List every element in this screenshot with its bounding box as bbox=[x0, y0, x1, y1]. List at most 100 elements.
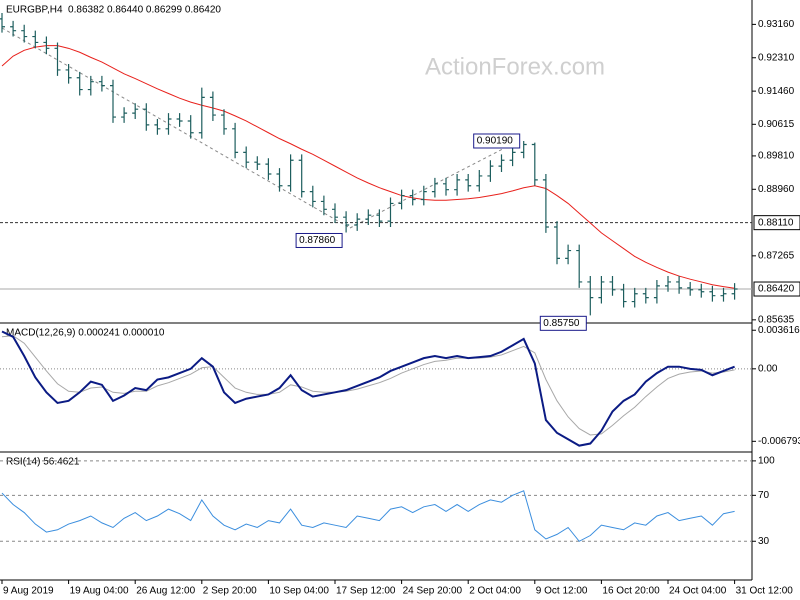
ohlc-bar bbox=[709, 285, 716, 302]
ohlc-bar bbox=[154, 119, 161, 135]
ohlc-bar bbox=[32, 30, 39, 49]
ohlc-bar bbox=[653, 279, 660, 304]
ohlc-bar bbox=[265, 158, 272, 180]
ohlc-bar bbox=[587, 276, 594, 316]
ohlc-bar bbox=[398, 189, 405, 210]
ohlc-bar bbox=[76, 71, 83, 96]
chart-title: EURGBP,H4 0.86382 0.86440 0.86299 0.8642… bbox=[6, 5, 221, 16]
ohlc-bar bbox=[165, 113, 172, 135]
ohlc-bar bbox=[221, 109, 227, 135]
ohlc-bar bbox=[642, 287, 649, 304]
y-tick-label: 0.00 bbox=[758, 363, 778, 374]
y-tick-label: 0.92310 bbox=[758, 52, 795, 63]
ohlc-bar bbox=[332, 203, 338, 224]
ohlc-bar bbox=[254, 156, 261, 171]
ohlc-bar bbox=[232, 122, 239, 159]
annotation-box bbox=[473, 133, 521, 149]
indicator-line bbox=[1, 330, 735, 447]
ohlc-bar bbox=[698, 283, 705, 298]
ohlc-bar bbox=[609, 276, 616, 296]
ohlc-bar bbox=[243, 146, 250, 169]
ohlc-bar bbox=[509, 146, 516, 167]
ohlc-bar bbox=[409, 189, 416, 206]
ohlc-bar bbox=[354, 213, 361, 231]
annotation-box bbox=[295, 232, 343, 248]
ohlc-bar bbox=[598, 276, 605, 304]
y-tick-label: 0.89810 bbox=[758, 151, 795, 162]
y-tick-label: 0.85635 bbox=[758, 314, 795, 325]
trend-line bbox=[349, 139, 521, 229]
level-label: 0.86420 bbox=[758, 284, 795, 295]
x-tick-label: 2 Sep 20:00 bbox=[203, 586, 257, 597]
x-tick-label: 2 Oct 04:00 bbox=[469, 586, 521, 597]
annotation-box bbox=[539, 315, 587, 331]
annotation: 0.85750 bbox=[543, 318, 580, 329]
ohlc-bar bbox=[187, 115, 194, 139]
x-tick-label: 19 Aug 04:00 bbox=[70, 586, 129, 597]
ohlc-bar bbox=[687, 281, 694, 296]
ohlc-bar bbox=[320, 195, 327, 216]
x-tick-label: 9 Aug 2019 bbox=[3, 586, 54, 597]
ohlc-bar bbox=[98, 75, 105, 92]
ohlc-bar bbox=[420, 185, 427, 206]
level-label-box bbox=[753, 281, 800, 297]
x-tick-label: 17 Sep 12:00 bbox=[336, 586, 396, 597]
ohlc-bar bbox=[387, 197, 394, 227]
x-tick-label: 31 Oct 12:00 bbox=[736, 586, 794, 597]
x-tick-label: 16 Oct 20:00 bbox=[602, 586, 660, 597]
ohlc-bar bbox=[176, 113, 183, 127]
ohlc-bar bbox=[43, 36, 50, 55]
level-label: 0.88110 bbox=[758, 217, 794, 228]
ohlc-bar bbox=[298, 154, 305, 198]
ohlc-bar bbox=[54, 42, 61, 76]
y-tick-label: 30 bbox=[758, 536, 770, 547]
ohlc-bar bbox=[498, 154, 505, 173]
ohlc-bar bbox=[720, 287, 727, 302]
y-tick-label: 0.88960 bbox=[758, 184, 795, 195]
x-tick-label: 24 Oct 04:00 bbox=[669, 586, 727, 597]
ohlc-bar bbox=[554, 221, 560, 265]
ohlc-bar bbox=[665, 276, 671, 292]
ohlc-bar bbox=[476, 170, 483, 192]
x-tick-label: 26 Aug 12:00 bbox=[136, 586, 195, 597]
ohlc-bar bbox=[365, 209, 372, 226]
y-tick-label: 0.90615 bbox=[758, 119, 795, 130]
y-tick-label: 0.91460 bbox=[758, 86, 795, 97]
y-tick-label: 0.93160 bbox=[758, 19, 795, 30]
ohlc-bar bbox=[487, 160, 494, 182]
x-tick-label: 24 Sep 20:00 bbox=[403, 586, 463, 597]
trend-line bbox=[1, 27, 351, 229]
ohlc-bar bbox=[465, 173, 472, 192]
indicator-line bbox=[1, 335, 735, 436]
ohlc-bar bbox=[520, 140, 527, 159]
moving-average bbox=[1, 45, 735, 289]
ohlc-bar bbox=[443, 177, 449, 196]
ohlc-bar bbox=[0, 12, 5, 33]
ohlc-bar bbox=[65, 64, 72, 84]
ohlc-bar bbox=[21, 24, 28, 43]
ohlc-bar bbox=[620, 283, 627, 308]
ohlc-bar bbox=[287, 154, 294, 192]
y-tick-label: 0.87265 bbox=[758, 250, 795, 261]
ohlc-bar bbox=[87, 75, 94, 96]
y-tick-label: 70 bbox=[758, 490, 770, 501]
ohlc-bar bbox=[309, 185, 316, 208]
ohlc-bar bbox=[542, 173, 549, 233]
ohlc-bar bbox=[276, 168, 283, 192]
y-tick-label: -0.006793 bbox=[758, 436, 800, 447]
panel-title: MACD(12,26,9) 0.000241 0.000010 bbox=[6, 328, 165, 339]
indicator-line bbox=[1, 490, 735, 542]
level-label-box bbox=[753, 215, 800, 231]
ohlc-bar bbox=[454, 173, 461, 196]
y-tick-label: 0.003616 bbox=[758, 325, 800, 336]
ohlc-bar bbox=[565, 244, 572, 265]
annotation: 0.90190 bbox=[477, 136, 514, 147]
watermark: ActionForex.com bbox=[425, 53, 605, 80]
ohlc-bar bbox=[731, 283, 738, 300]
ohlc-bar bbox=[531, 142, 538, 186]
ohlc-bar bbox=[676, 276, 683, 294]
ohlc-bar bbox=[198, 87, 205, 139]
ohlc-bar bbox=[631, 287, 638, 308]
